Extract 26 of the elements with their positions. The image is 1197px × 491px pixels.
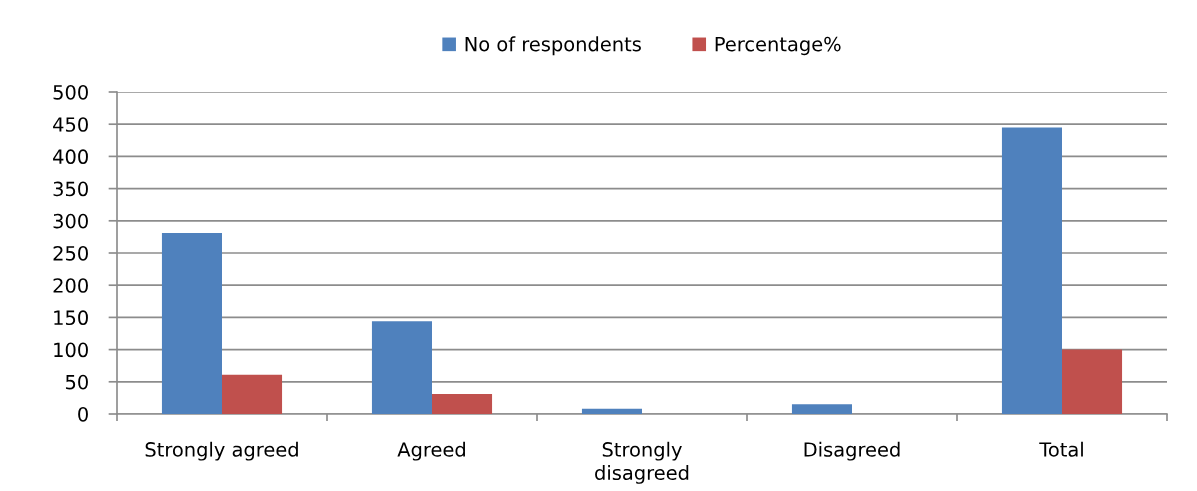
legend-label: No of respondents xyxy=(465,36,641,56)
y-tick-label: 400 xyxy=(53,149,88,165)
bar xyxy=(371,321,432,414)
x-tick-label: Strongly disagreed xyxy=(595,441,689,484)
bar xyxy=(791,404,852,414)
legend-label: Percentage% xyxy=(715,36,841,56)
x-tick-label: Disagreed xyxy=(804,441,900,461)
bar xyxy=(222,374,283,414)
y-tick-label: 300 xyxy=(53,213,88,229)
y-tick-label: 350 xyxy=(53,181,88,197)
y-tick-label: 500 xyxy=(53,84,88,100)
y-tick-label: 200 xyxy=(53,278,88,293)
bar xyxy=(1001,127,1062,414)
bar xyxy=(432,394,493,414)
y-tick-label: 150 xyxy=(54,310,88,326)
x-tick-label: Agreed xyxy=(397,441,465,461)
bar xyxy=(581,408,642,414)
y-tick-label: 0 xyxy=(78,406,88,422)
y-tick-label: 250 xyxy=(53,245,88,261)
y-tick-label: 50 xyxy=(65,374,88,390)
bar xyxy=(161,233,222,414)
y-tick-label: 450 xyxy=(53,117,88,132)
bar xyxy=(1062,349,1123,414)
y-tick-label: 100 xyxy=(54,342,88,358)
x-tick-label: Strongly agreed xyxy=(145,441,298,461)
x-tick-label: Total xyxy=(1039,441,1083,457)
